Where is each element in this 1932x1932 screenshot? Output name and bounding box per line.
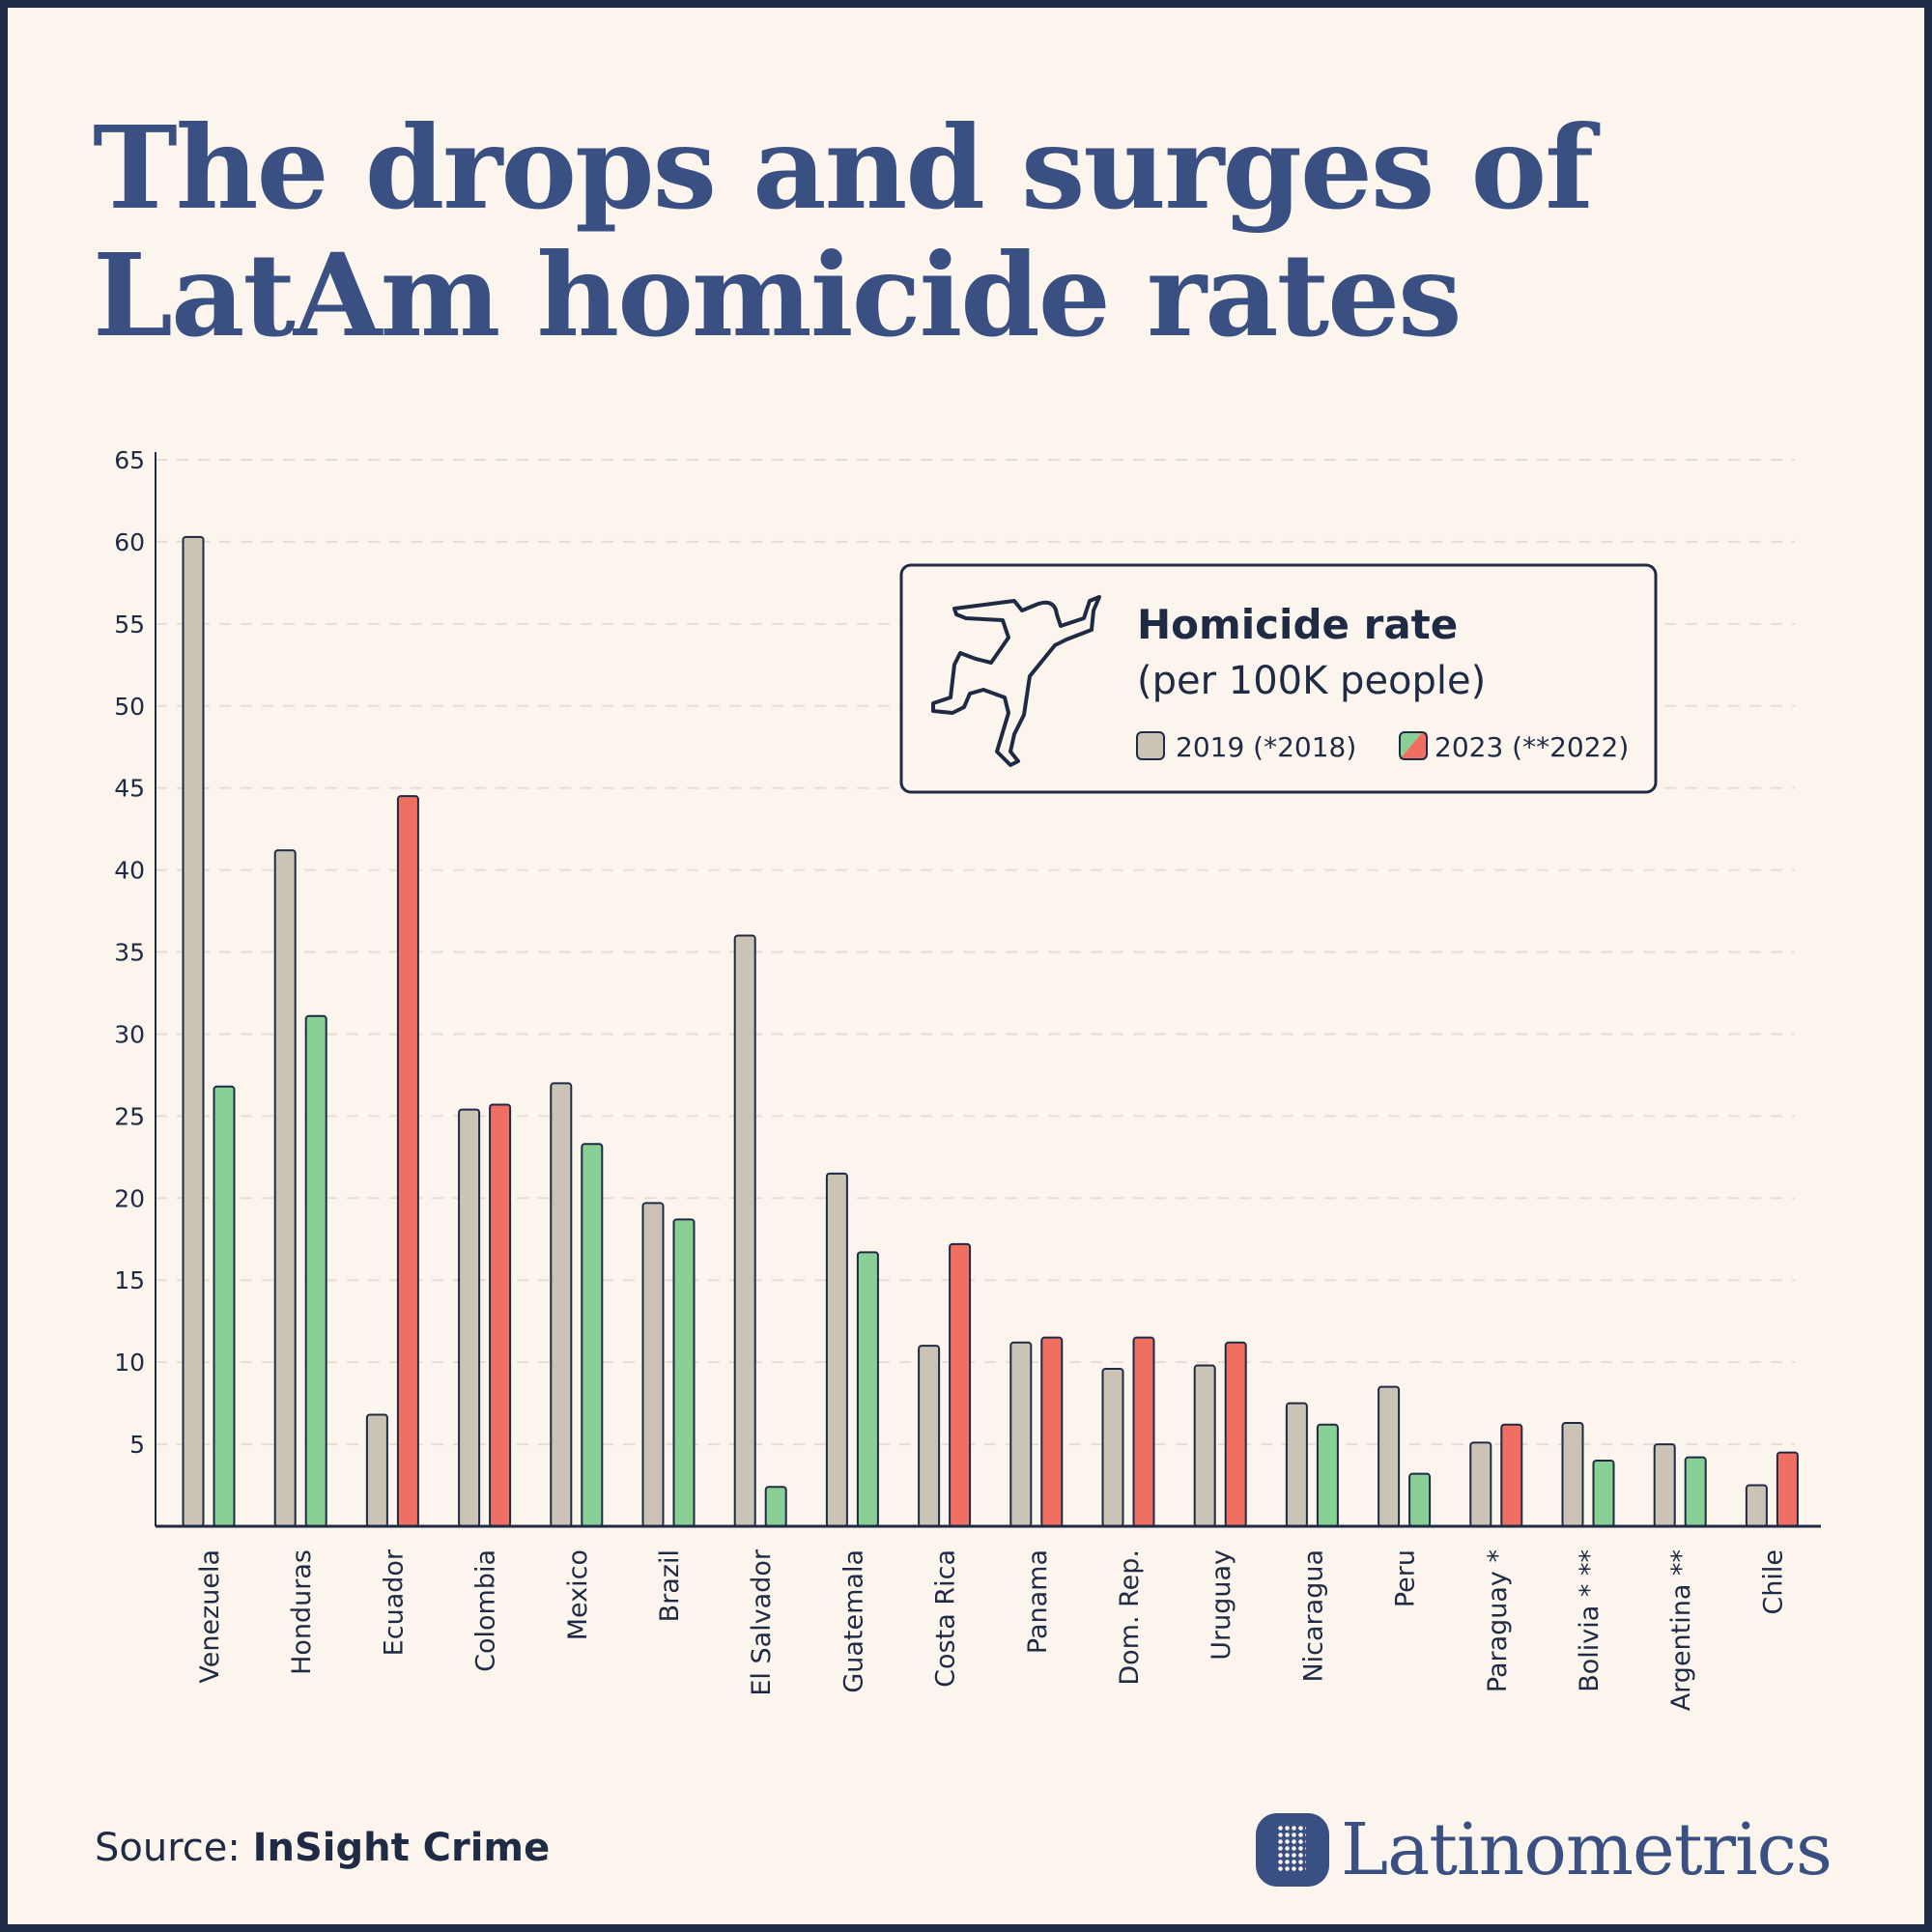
- x-tick-label: Honduras: [287, 1549, 317, 1675]
- bar-2019: [1193, 1364, 1216, 1528]
- bar-2023: [1408, 1472, 1432, 1527]
- bar-2019: [1101, 1367, 1124, 1527]
- legend-label-2019: 2019 (*2018): [1176, 731, 1356, 763]
- y-tick-label: 5: [129, 1431, 145, 1459]
- bar-2023: [1132, 1336, 1155, 1527]
- legend-swatch-2019: [1136, 731, 1165, 760]
- x-tick-label: Bolivia * **: [1575, 1549, 1605, 1692]
- bar-2023: [581, 1143, 604, 1527]
- legend-swatch-2023: [1399, 731, 1428, 760]
- latam-map-logo-icon: [1256, 1813, 1329, 1887]
- title-line-1: The drops and surges of: [93, 100, 1594, 235]
- x-tick-label: Dom. Rep.: [1115, 1549, 1145, 1686]
- x-tick-label: Venezuela: [195, 1549, 225, 1684]
- bar-2023: [489, 1103, 512, 1527]
- bar-2023: [1316, 1423, 1339, 1528]
- bar-2019: [1653, 1443, 1676, 1527]
- y-tick-label: 65: [114, 446, 145, 474]
- x-tick-label: Ecuador: [379, 1548, 409, 1656]
- x-tick-label: Peru: [1391, 1549, 1421, 1607]
- bar-2023: [764, 1486, 787, 1528]
- bar-2019: [918, 1345, 941, 1527]
- x-tick-label: Guatemala: [838, 1549, 868, 1693]
- x-tick-label: Argentina **: [1666, 1549, 1696, 1711]
- y-tick-label: 15: [114, 1266, 145, 1294]
- bar-2023: [1040, 1336, 1064, 1527]
- bar-2023: [1776, 1451, 1799, 1527]
- y-tick-label: 20: [114, 1184, 145, 1212]
- legend-title: Homicide rate: [1137, 601, 1458, 648]
- bar-2023: [1592, 1460, 1615, 1527]
- y-tick-label: 45: [114, 775, 145, 803]
- x-tick-label: Panama: [1023, 1549, 1053, 1654]
- bar-2019: [733, 934, 756, 1527]
- bar-2023: [856, 1251, 879, 1527]
- title-line-2: LatAm homicide rates: [93, 228, 1463, 362]
- bar-2023: [304, 1014, 327, 1527]
- y-tick-label: 40: [114, 857, 145, 885]
- x-tick-label: Brazil: [655, 1549, 685, 1622]
- bar-2019: [273, 849, 297, 1527]
- bar-2019: [550, 1082, 573, 1528]
- legend-box: [899, 563, 1658, 794]
- source-credit: Source: InSight Crime: [95, 1826, 550, 1870]
- bar-2019: [1285, 1402, 1308, 1527]
- x-tick-label: Colombia: [471, 1549, 501, 1672]
- source-name: InSight Crime: [252, 1826, 551, 1870]
- infographic-frame: [8, 8, 1924, 1924]
- bar-2019: [1561, 1421, 1584, 1528]
- x-tick-label: Chile: [1758, 1549, 1788, 1615]
- y-tick-label: 10: [114, 1349, 145, 1377]
- x-tick-label: Nicaragua: [1298, 1549, 1328, 1683]
- source-label: Source:: [95, 1826, 241, 1870]
- bar-2019: [182, 535, 205, 1528]
- legend-swatch-decrease: [1400, 732, 1422, 759]
- bar-2023: [1684, 1456, 1707, 1528]
- x-tick-label: Paraguay *: [1483, 1549, 1513, 1692]
- bar-2023: [1500, 1423, 1523, 1528]
- bar-2023: [396, 795, 419, 1527]
- bar-2019: [825, 1172, 848, 1528]
- x-tick-label: El Salvador: [747, 1548, 777, 1696]
- x-tick-label: Costa Rica: [931, 1549, 961, 1688]
- y-tick-label: 60: [114, 528, 145, 556]
- y-tick-label: 55: [114, 611, 145, 639]
- page-title: The drops and surges of LatAm homicide ra…: [93, 104, 1594, 362]
- y-tick-label: 50: [114, 693, 145, 721]
- bar-2023: [213, 1085, 236, 1527]
- bar-2023: [1224, 1341, 1247, 1528]
- x-tick-label: Uruguay: [1207, 1549, 1236, 1661]
- bar-2023: [672, 1218, 696, 1527]
- bar-2019: [365, 1413, 388, 1528]
- bar-2023: [949, 1242, 972, 1527]
- brand-logo: Latinometrics: [1256, 1808, 1833, 1891]
- legend-label-2023: 2023 (**2022): [1435, 731, 1629, 763]
- bar-2019: [641, 1202, 665, 1527]
- bar-2019: [1469, 1441, 1492, 1527]
- crime-scene-body-outline-icon: [931, 595, 1101, 767]
- bar-2019: [1378, 1385, 1401, 1527]
- y-tick-label: 35: [114, 939, 145, 967]
- brand-name: Latinometrics: [1341, 1808, 1833, 1891]
- legend-swatch-increase: [1400, 732, 1427, 759]
- y-tick-label: 25: [114, 1102, 145, 1130]
- bar-2019: [1745, 1484, 1768, 1527]
- y-tick-label: 30: [114, 1020, 145, 1048]
- bar-2019: [458, 1108, 481, 1528]
- x-tick-label: Mexico: [563, 1549, 593, 1640]
- legend: Homicide rate (per 100K people) 2019 (*201…: [899, 563, 1658, 794]
- bar-2019: [1009, 1341, 1033, 1528]
- legend-subtitle: (per 100K people): [1137, 659, 1486, 703]
